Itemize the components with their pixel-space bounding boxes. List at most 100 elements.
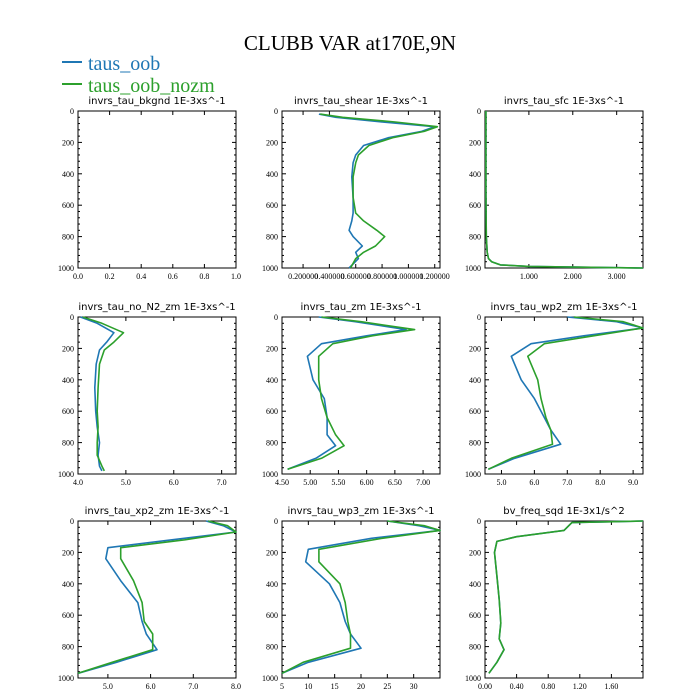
y-tick-label: 200 <box>469 344 481 353</box>
x-tick-label: 0.600000 <box>341 272 371 281</box>
legend-label-taus-oob-nozm: taus_oob_nozm <box>88 75 215 97</box>
panel-2: invrs_tau_shear 1E-3xs^-1 0 200 400 600 800 10… <box>262 96 450 281</box>
panel-frame <box>77 110 237 269</box>
series-line-taus-oob <box>485 111 644 269</box>
panel-frame <box>77 520 237 679</box>
panel-8: invrs_tau_wp3_zm 1E-3xs^-1 0 200 400 600 800 1… <box>262 506 441 691</box>
y-tick-label: 200 <box>62 548 74 557</box>
x-tick-label: 6.0 <box>146 682 156 691</box>
panel-frame <box>281 316 441 475</box>
x-tick-label: 25 <box>383 682 391 691</box>
x-tick-label: 1.000 <box>520 272 538 281</box>
y-tick-label: 800 <box>469 233 481 242</box>
y-tick-label: 1000 <box>262 674 278 683</box>
x-tick-label: 0.4 <box>136 272 146 281</box>
series-line-taus-oob-nozm <box>287 316 416 471</box>
series-line-taus-oob-nozm <box>487 316 644 471</box>
x-tick-label: 7.0 <box>217 478 227 487</box>
y-tick-label: 200 <box>62 344 74 353</box>
x-tick-label: 0.00 <box>478 682 492 691</box>
panels: invrs_tau_bkgnd 1E-3xs^-1020040060080010… <box>58 96 644 691</box>
legend: taus_oob taus_oob_nozm <box>62 53 215 97</box>
x-tick-label: 7.0 <box>562 478 572 487</box>
x-tick-label: 7.00 <box>416 478 430 487</box>
panel-frame <box>281 110 441 269</box>
y-tick-label: 800 <box>266 643 278 652</box>
y-tick-label: 600 <box>469 407 481 416</box>
x-tick-label: 6.0 <box>529 478 539 487</box>
series-line-taus-oob-nozm <box>77 520 237 675</box>
x-tick-label: 6.00 <box>360 478 374 487</box>
y-tick-label: 1000 <box>58 264 74 273</box>
x-tick-label: 0.800000 <box>367 272 397 281</box>
series-line-taus-oob <box>488 520 644 674</box>
x-tick-label: 0.8 <box>199 272 209 281</box>
x-tick-label: 6.0 <box>169 478 179 487</box>
panel-title: invrs_tau_xp2_zm 1E-3xs^-1 <box>85 506 230 517</box>
y-tick-label: 400 <box>469 376 481 385</box>
panel-5: invrs_tau_zm 1E-3xs^-1 0 200 400 600 800 10004… <box>262 302 441 487</box>
y-tick-label: 1000 <box>58 674 74 683</box>
x-tick-label: 4.50 <box>275 478 289 487</box>
x-tick-label: 2.000 <box>564 272 582 281</box>
panel-frame <box>484 110 644 269</box>
x-tick-label: 10 <box>304 682 312 691</box>
panel-title: invrs_tau_bkgnd 1E-3xs^-1 <box>88 96 225 107</box>
y-tick-label: 1000 <box>465 264 481 273</box>
panel-title: invrs_tau_wp2_zm 1E-3xs^-1 <box>491 302 638 313</box>
y-tick-label: 0 <box>70 517 74 526</box>
y-tick-label: 800 <box>266 233 278 242</box>
series-line-taus-oob <box>287 316 407 471</box>
panel-1: invrs_tau_bkgnd 1E-3xs^-1 0 200 400 600 800 10… <box>58 96 241 281</box>
series-line-taus-oob <box>80 316 115 472</box>
panel-title: invrs_tau_shear 1E-3xs^-1 <box>294 96 428 107</box>
legend-label-taus-oob: taus_oob <box>88 53 160 75</box>
x-tick-label: 6.50 <box>388 478 402 487</box>
x-tick-label: 0.2 <box>105 272 115 281</box>
x-tick-label: 5.50 <box>331 478 345 487</box>
y-tick-label: 200 <box>62 138 74 147</box>
x-tick-label: 5.0 <box>496 478 506 487</box>
panel-title: invrs_tau_no_N2_zm 1E-3xs^-1 <box>78 302 235 313</box>
panel-3: invrs_tau_sfc 1E-3xs^-1 0 200 400 600 800 1000… <box>465 96 644 281</box>
y-tick-label: 600 <box>266 611 278 620</box>
y-tick-label: 800 <box>469 643 481 652</box>
x-tick-label: 0.80 <box>541 682 555 691</box>
y-tick-label: 1000 <box>465 470 481 479</box>
x-tick-label: 1.60 <box>604 682 618 691</box>
y-tick-label: 800 <box>62 643 74 652</box>
x-tick-label: 1.0 <box>231 272 241 281</box>
x-tick-label: 8.0 <box>231 682 241 691</box>
series-line-taus-oob-nozm <box>82 316 125 472</box>
x-tick-label: 7.0 <box>188 682 198 691</box>
y-tick-label: 400 <box>266 170 278 179</box>
y-tick-label: 200 <box>266 138 278 147</box>
y-tick-label: 400 <box>62 580 74 589</box>
x-tick-label: 15 <box>331 682 339 691</box>
y-tick-label: 0 <box>70 313 74 322</box>
x-tick-label: 30 <box>410 682 418 691</box>
x-tick-label: 0.40 <box>510 682 524 691</box>
y-tick-label: 400 <box>266 580 278 589</box>
panel-title: bv_freq_sqd 1E-3x1/s^2 <box>503 506 625 517</box>
panel-4: invrs_tau_no_N2_zm 1E-3xs^-1 0 200 400 600 80… <box>58 302 237 487</box>
panel-frame <box>281 520 441 679</box>
series-line-taus-oob-nozm <box>320 113 439 269</box>
x-tick-label: 20 <box>357 682 365 691</box>
series-line-taus-oob-nozm <box>485 111 644 269</box>
y-tick-label: 200 <box>469 548 481 557</box>
series-line-taus-oob-nozm <box>281 520 441 675</box>
panel-title: invrs_tau_sfc 1E-3xs^-1 <box>504 96 624 107</box>
y-tick-label: 1000 <box>58 470 74 479</box>
y-tick-label: 1000 <box>262 470 278 479</box>
y-tick-label: 800 <box>266 439 278 448</box>
panel-frame <box>77 316 237 475</box>
y-tick-label: 400 <box>469 170 481 179</box>
x-tick-label: 1.20 <box>573 682 587 691</box>
y-tick-label: 200 <box>469 138 481 147</box>
y-tick-label: 800 <box>62 439 74 448</box>
y-tick-label: 600 <box>62 611 74 620</box>
panel-title: invrs_tau_wp3_zm 1E-3xs^-1 <box>288 506 435 517</box>
y-tick-label: 800 <box>469 439 481 448</box>
x-tick-label: 0.400000 <box>314 272 344 281</box>
